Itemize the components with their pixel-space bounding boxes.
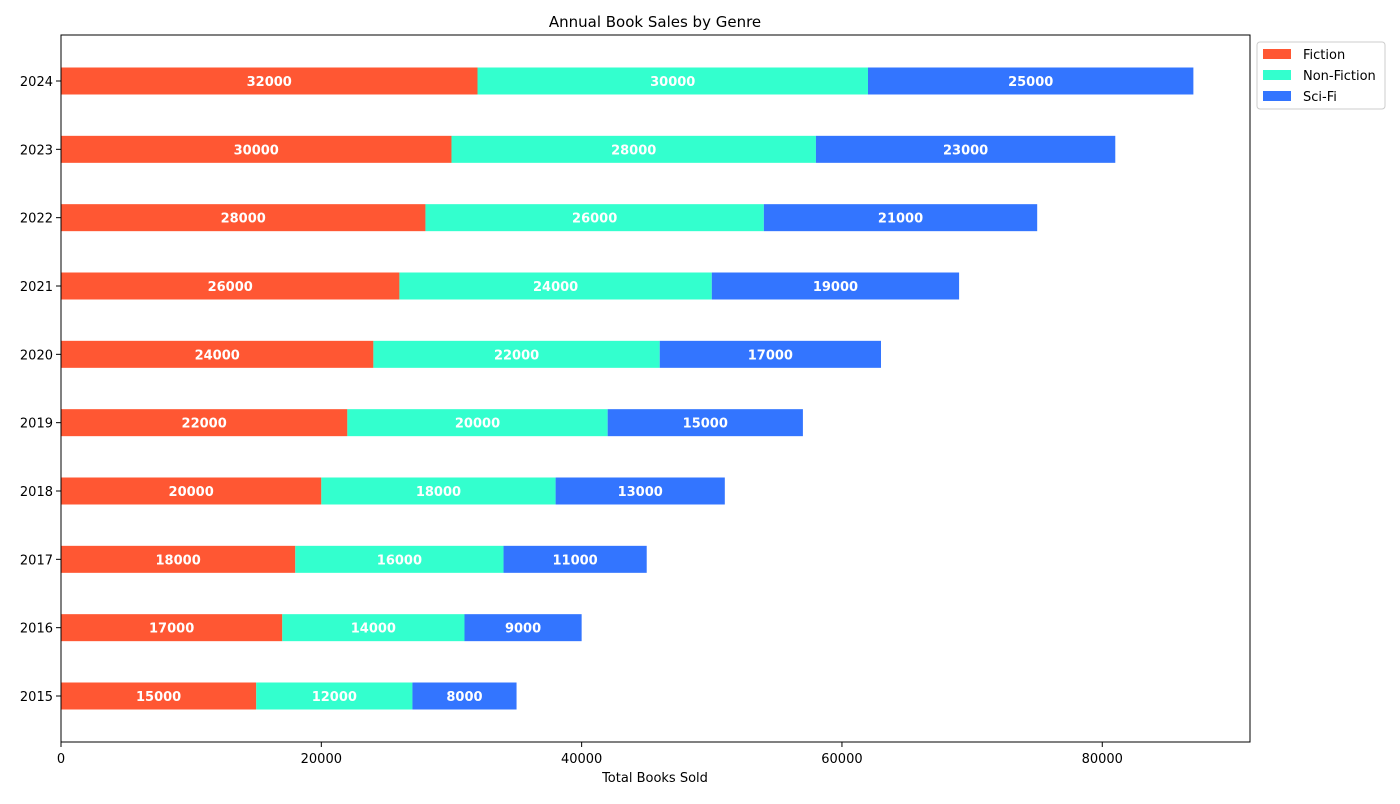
y-tick-label: 2022 [20, 212, 53, 227]
data-label: 20000 [169, 485, 214, 500]
data-label: 15000 [683, 417, 728, 432]
data-label: 22000 [182, 417, 227, 432]
data-label: 30000 [650, 75, 695, 90]
y-tick-label: 2024 [20, 75, 53, 90]
bar-non-fiction-2017 [295, 545, 504, 573]
bar-non-fiction-2022 [425, 204, 764, 232]
bar-non-fiction-2020 [373, 340, 660, 368]
data-label: 18000 [416, 485, 461, 500]
bar-non-fiction-2024 [477, 67, 868, 95]
data-label: 12000 [312, 690, 357, 705]
data-label: 22000 [494, 348, 539, 363]
y-tick-label: 2015 [20, 690, 53, 705]
data-label: 19000 [813, 280, 858, 295]
x-tick-label: 40000 [561, 752, 602, 767]
legend-swatch [1263, 49, 1291, 59]
y-tick-label: 2023 [20, 143, 53, 158]
y-tick-label: 2018 [20, 485, 53, 500]
data-label: 25000 [1008, 75, 1053, 90]
legend: Fiction Non-Fiction Sci-Fi [1256, 41, 1386, 110]
data-label: 26000 [208, 280, 253, 295]
y-tick-label: 2017 [20, 553, 53, 568]
bar-fiction-2019 [61, 409, 348, 437]
legend-label: Non-Fiction [1303, 69, 1376, 84]
bar-non-fiction-2016 [282, 614, 465, 642]
bar-sci-fi-2018 [555, 477, 725, 505]
data-labels-layer: 15000 12000 8000 17000 14000 9000 18000 16000 11… [136, 75, 1053, 705]
legend-label: Fiction [1303, 48, 1345, 63]
bar-fiction-2024 [61, 67, 478, 95]
data-label: 13000 [618, 485, 663, 500]
data-label: 8000 [446, 690, 482, 705]
y-tick-label: 2016 [20, 622, 53, 637]
bar-fiction-2015 [61, 682, 257, 710]
bars-layer [61, 67, 1194, 710]
data-label: 20000 [455, 417, 500, 432]
bar-sci-fi-2019 [607, 409, 803, 437]
data-label: 9000 [505, 622, 541, 637]
data-label: 18000 [156, 553, 201, 568]
bar-fiction-2016 [61, 614, 283, 642]
bar-sci-fi-2023 [815, 135, 1116, 163]
legend-swatch [1263, 91, 1291, 101]
bar-non-fiction-2023 [451, 135, 816, 163]
data-label: 17000 [748, 348, 793, 363]
data-label: 30000 [234, 143, 279, 158]
bar-non-fiction-2019 [347, 409, 608, 437]
bar-fiction-2021 [61, 272, 400, 300]
bar-fiction-2023 [61, 135, 452, 163]
legend-label: Sci-Fi [1303, 90, 1337, 105]
x-tick-label: 80000 [1082, 752, 1123, 767]
bar-non-fiction-2015 [256, 682, 413, 710]
chart-title: Annual Book Sales by Genre [549, 13, 761, 31]
y-tick-label: 2021 [20, 280, 53, 295]
bar-sci-fi-2022 [763, 204, 1038, 232]
axes-layer: 0 20000 40000 60000 80000 2015 2016 2017 2018 201… [20, 34, 1251, 767]
bar-fiction-2017 [61, 545, 296, 573]
data-label: 11000 [553, 553, 598, 568]
x-tick-label: 0 [57, 752, 65, 767]
bar-fiction-2022 [61, 204, 426, 232]
data-label: 14000 [351, 622, 396, 637]
plot-frame [60, 34, 1251, 743]
data-label: 28000 [611, 143, 656, 158]
x-tick-label: 20000 [301, 752, 342, 767]
bar-fiction-2020 [61, 340, 374, 368]
bar-sci-fi-2021 [711, 272, 960, 300]
data-label: 32000 [247, 75, 292, 90]
data-label: 16000 [377, 553, 422, 568]
x-axis-title: Total Books Sold [601, 771, 708, 786]
bar-sci-fi-2016 [464, 614, 582, 642]
x-tick-label: 60000 [821, 752, 862, 767]
data-label: 28000 [221, 212, 266, 227]
bar-sci-fi-2020 [659, 340, 881, 368]
data-label: 26000 [572, 212, 617, 227]
bar-sci-fi-2017 [503, 545, 647, 573]
y-tick-label: 2020 [20, 348, 53, 363]
data-label: 21000 [878, 212, 923, 227]
bar-non-fiction-2021 [399, 272, 712, 300]
bar-sci-fi-2015 [412, 682, 517, 710]
legend-swatch [1263, 70, 1291, 80]
data-label: 23000 [943, 143, 988, 158]
data-label: 17000 [149, 622, 194, 637]
bar-sci-fi-2024 [867, 67, 1194, 95]
data-label: 15000 [136, 690, 181, 705]
data-label: 24000 [533, 280, 578, 295]
y-tick-label: 2019 [20, 417, 53, 432]
bar-non-fiction-2018 [321, 477, 556, 505]
bar-fiction-2018 [61, 477, 322, 505]
data-label: 24000 [195, 348, 240, 363]
